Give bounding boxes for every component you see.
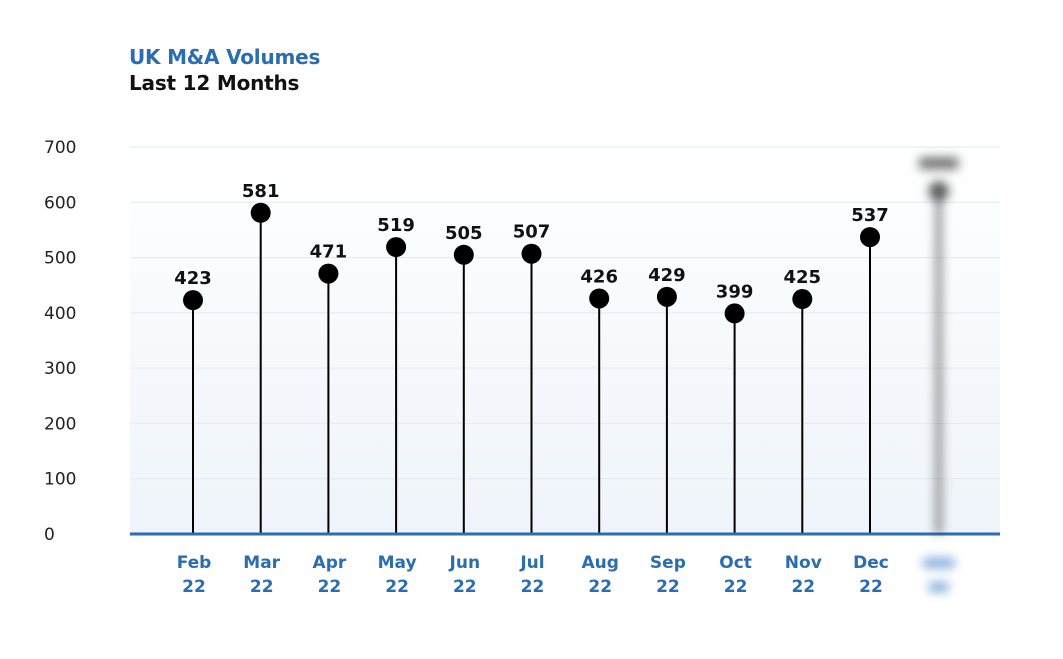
x-tick-label-year-9: 22	[791, 577, 815, 597]
x-tick-label-year-4: 22	[453, 577, 477, 597]
data-label-7: 429	[648, 265, 686, 286]
y-tick-label-400: 400	[44, 304, 76, 324]
y-tick-label-0: 0	[44, 525, 55, 545]
data-label-6: 426	[580, 266, 618, 287]
obscured-point	[918, 157, 959, 592]
x-axis: Feb 22 Mar 22 Apr 22 May 22 Jun 22 Jul 22 Aug 22 Sep 22…	[177, 553, 889, 597]
y-tick-label-300: 300	[44, 359, 76, 379]
x-tick-label-year-2: 22	[318, 577, 342, 597]
data-label-1: 581	[242, 181, 280, 202]
x-tick-label-year-1: 22	[250, 577, 274, 597]
data-point-4	[453, 244, 474, 265]
data-point-5	[521, 243, 542, 264]
chart-title: UK M&A Volumes	[129, 45, 321, 69]
data-point-1	[250, 202, 271, 223]
x-tick-label-month-4: Jun	[449, 553, 481, 573]
x-tick-label-month-10: Dec	[853, 553, 889, 573]
data-point-3	[386, 237, 407, 258]
data-labels: 423 581 471 519 505 507 426 429 399 425 537	[174, 181, 889, 303]
stems	[192, 212, 871, 534]
y-tick-label-200: 200	[44, 414, 76, 434]
x-tick-label-month-1: Mar	[243, 553, 280, 573]
y-tick-label-600: 600	[44, 193, 76, 213]
x-tick-label-year-8: 22	[724, 577, 748, 597]
y-tick-label-100: 100	[44, 470, 76, 490]
data-label-3: 519	[377, 215, 415, 236]
x-tick-label-year-10: 22	[859, 577, 883, 597]
y-axis: 0 100 200 300 400 500 600 700	[44, 138, 76, 545]
x-tick-label-year-7: 22	[656, 577, 680, 597]
data-point-6	[589, 288, 610, 309]
x-tick-label-month-2: Apr	[313, 553, 347, 573]
chart-subtitle: Last 12 Months	[129, 71, 300, 95]
obscured-x-label-year	[928, 582, 949, 592]
data-point-9	[792, 289, 813, 310]
data-label-9: 425	[784, 267, 822, 288]
y-tick-label-500: 500	[44, 249, 76, 269]
x-tick-label-month-5: Jul	[519, 553, 544, 573]
data-label-8: 399	[716, 281, 754, 302]
x-tick-label-year-0: 22	[182, 577, 206, 597]
obscured-label	[918, 157, 959, 170]
data-point-0	[183, 290, 203, 311]
obscured-x-label-month	[922, 558, 955, 568]
x-tick-label-month-8: Oct	[719, 553, 752, 573]
data-point-2	[318, 263, 339, 284]
data-label-5: 507	[513, 222, 551, 243]
y-tick-label-700: 700	[44, 138, 76, 158]
data-point-8	[724, 303, 745, 324]
x-tick-label-month-3: May	[378, 553, 417, 573]
x-tick-label-month-0: Feb	[177, 553, 212, 573]
x-tick-label-month-6: Aug	[581, 553, 618, 573]
obscured-point-marker	[928, 181, 949, 202]
gridlines	[130, 146, 1000, 480]
data-label-0: 423	[174, 268, 212, 289]
data-point-10	[860, 227, 880, 248]
chart-title-block: UK M&A Volumes Last 12 Months	[129, 44, 320, 96]
x-tick-label-year-5: 22	[521, 577, 545, 597]
data-label-10: 537	[851, 205, 889, 226]
x-tick-label-month-7: Sep	[650, 553, 686, 573]
data-label-4: 505	[445, 223, 483, 244]
x-tick-label-year-3: 22	[385, 577, 409, 597]
data-points	[183, 202, 880, 324]
plot-background	[130, 147, 1000, 534]
data-label-2: 471	[310, 242, 348, 263]
x-tick-label-year-6: 22	[588, 577, 612, 597]
data-point-7	[656, 286, 677, 307]
x-tick-label-month-9: Nov	[785, 553, 822, 573]
